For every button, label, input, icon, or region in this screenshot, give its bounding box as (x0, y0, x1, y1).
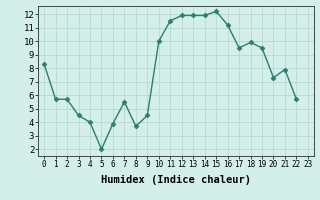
X-axis label: Humidex (Indice chaleur): Humidex (Indice chaleur) (101, 175, 251, 185)
